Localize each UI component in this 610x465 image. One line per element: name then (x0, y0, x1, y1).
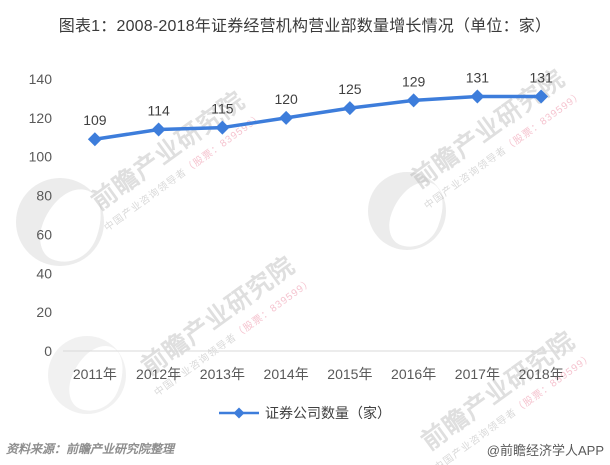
data-label: 114 (147, 103, 170, 119)
brand-note: @前瞻经济学人APP (486, 443, 604, 458)
y-axis-tick-label: 60 (36, 226, 52, 242)
data-point-marker (406, 93, 421, 108)
data-label: 115 (211, 101, 234, 117)
x-axis-tick-label: 2016年 (391, 366, 436, 382)
y-axis-tick-label: 120 (29, 110, 53, 126)
data-point-marker (279, 110, 294, 125)
data-label: 131 (529, 69, 553, 85)
data-label: 109 (83, 112, 107, 128)
y-axis-tick-label: 40 (36, 265, 52, 281)
series-line (93, 94, 543, 141)
source-note: 资料来源：前瞻产业研究院整理 (6, 442, 175, 456)
data-point-marker (534, 89, 549, 104)
data-point-marker (470, 89, 485, 104)
data-point-marker (151, 122, 166, 137)
x-axis-tick-label: 2015年 (327, 366, 372, 382)
data-label: 125 (338, 81, 362, 97)
legend: 证券公司数量（家） (0, 404, 610, 422)
x-axis-tick-label: 2017年 (455, 366, 500, 382)
legend-line-marker-icon (219, 407, 259, 419)
data-point-marker (215, 120, 230, 135)
data-label: 131 (466, 69, 490, 85)
chart-title: 图表1：2008-2018年证券经营机构营业部数量增长情况（单位：家） (58, 18, 552, 35)
data-label: 129 (402, 73, 426, 89)
y-axis-tick-label: 140 (29, 71, 53, 87)
x-axis-tick-label: 2012年 (136, 366, 181, 382)
x-axis-tick-label: 2011年 (73, 366, 117, 382)
data-label: 120 (274, 91, 298, 107)
data-point-marker (87, 132, 102, 147)
x-axis-tick-label: 2018年 (519, 366, 564, 382)
y-axis-tick-label: 80 (36, 188, 52, 204)
data-point-marker (342, 101, 357, 116)
legend-label: 证券公司数量（家） (265, 405, 391, 421)
x-axis-tick-label: 2014年 (264, 366, 309, 382)
y-axis-tick-label: 100 (29, 149, 53, 165)
x-axis-tick-label: 2013年 (200, 366, 245, 382)
y-axis-tick-label: 0 (44, 343, 52, 359)
y-axis-tick-label: 20 (36, 304, 52, 320)
